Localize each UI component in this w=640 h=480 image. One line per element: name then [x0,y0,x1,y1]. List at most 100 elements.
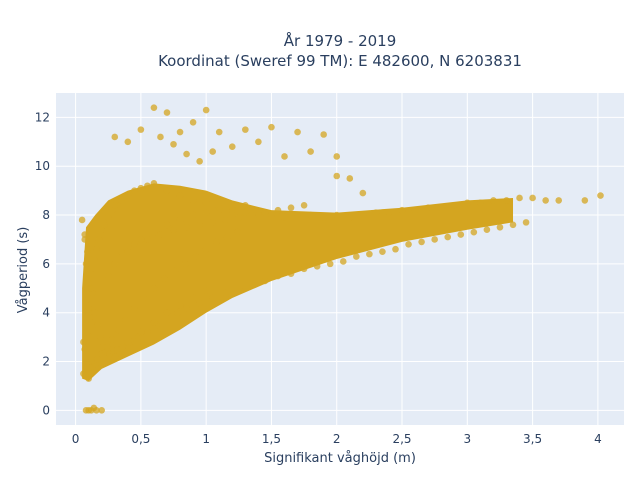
scatter-point [78,216,86,224]
scatter-point [98,407,106,414]
scatter-point [235,214,243,221]
scatter-point [183,304,190,312]
scatter-point [82,260,90,268]
scatter-point [163,187,171,194]
scatter-point [98,350,106,358]
scatter-point [281,153,288,160]
scatter-point [176,192,184,199]
scatter-point [300,201,308,209]
scatter-point [398,206,406,214]
scatter-point [213,238,220,246]
scatter-point [140,294,147,302]
scatter-point [392,245,399,253]
scatter-point [137,236,145,243]
scatter-point [268,123,275,131]
scatter-point [496,223,504,231]
scatter-point [111,353,119,360]
y-tick-label: 8 [42,208,50,222]
scatter-point [509,221,517,229]
scatter-point [483,226,491,234]
chart-title-line-2: Koordinat (Sweref 99 TM): E 482600, N 62… [158,52,522,70]
scatter-point [261,209,269,216]
scatter-point [242,126,249,133]
scatter-point [222,216,230,224]
scatter-point [144,236,151,243]
x-tick-label: 3,5 [523,432,542,446]
scatter-point [117,248,125,255]
scatter-point [161,275,168,282]
scatter-point [248,280,256,287]
scatter-point [333,211,341,219]
scatter-point [450,201,458,209]
scatter-point [379,248,386,255]
scatter-point [87,284,95,292]
scatter-point [94,355,102,363]
scatter-point [235,284,243,292]
x-tick-label: 0 [72,432,80,446]
scatter-point [189,197,197,204]
scatter-point [307,211,314,219]
scatter-point [503,197,510,204]
y-tick-label: 4 [42,306,50,320]
scatter-point [85,309,92,317]
scatter-point [86,270,94,277]
scatter-point [581,197,589,204]
scatter-point [353,253,360,260]
scatter-point [183,150,190,158]
scatter-point [294,211,301,219]
scatter-point-cloud [82,183,514,382]
scatter-point [111,201,119,209]
scatter-point [163,316,171,324]
scatter-point [228,143,236,151]
scatter-point [124,138,132,146]
y-tick-label: 10 [35,159,50,173]
tick-labels: 0 0,5 1 1,5 2 2,5 3 3,5 4 0 2 4 6 8 10 12 [35,110,602,446]
scatter-point [82,321,90,329]
scatter-point [333,153,341,160]
scatter-point [255,138,262,146]
scatter-point [477,199,484,207]
scatter-point [242,209,249,216]
scatter-point [320,214,327,221]
scatter-point [424,204,432,212]
scatter-point [85,375,92,382]
scatter-point [346,175,354,182]
scatter-point [121,316,129,324]
x-tick-label: 1,5 [262,432,281,446]
scatter-point [97,333,104,341]
scatter-point [189,294,197,302]
scatter-point [287,204,295,212]
scatter-point [80,338,87,346]
scatter-point [115,326,122,334]
scatter-point [202,199,210,207]
x-tick-label: 1 [202,432,210,446]
scatter-point [281,214,288,221]
scatter-point [91,360,99,368]
scatter-point [183,223,190,231]
scatter-point [346,214,354,221]
scatter-point [470,228,478,236]
scatter-point [81,346,89,353]
scatter-point [137,328,145,336]
scatter-point [326,260,334,268]
scatter-point [176,216,184,224]
scatter-point [170,140,177,148]
scatter-point [490,197,497,204]
scatter-point [117,346,125,353]
scatter-point [372,209,380,216]
scatter-point [196,299,203,307]
scatter-point [223,233,231,241]
scatter-point [124,248,132,255]
scatter-point [93,245,100,253]
scatter-point [274,272,282,280]
scatter-point [431,236,438,243]
scatter-point [144,328,151,336]
scatter-point [339,258,347,265]
scatter-point [157,231,164,238]
scatter-point [202,245,210,253]
scatter-point [228,204,236,212]
y-tick-label: 6 [42,257,50,271]
scatter-point [209,219,216,226]
scatter-point [202,287,210,295]
